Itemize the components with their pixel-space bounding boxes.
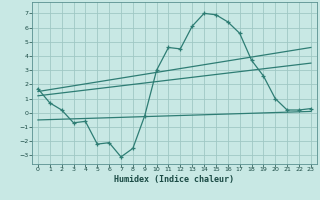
- X-axis label: Humidex (Indice chaleur): Humidex (Indice chaleur): [115, 175, 234, 184]
